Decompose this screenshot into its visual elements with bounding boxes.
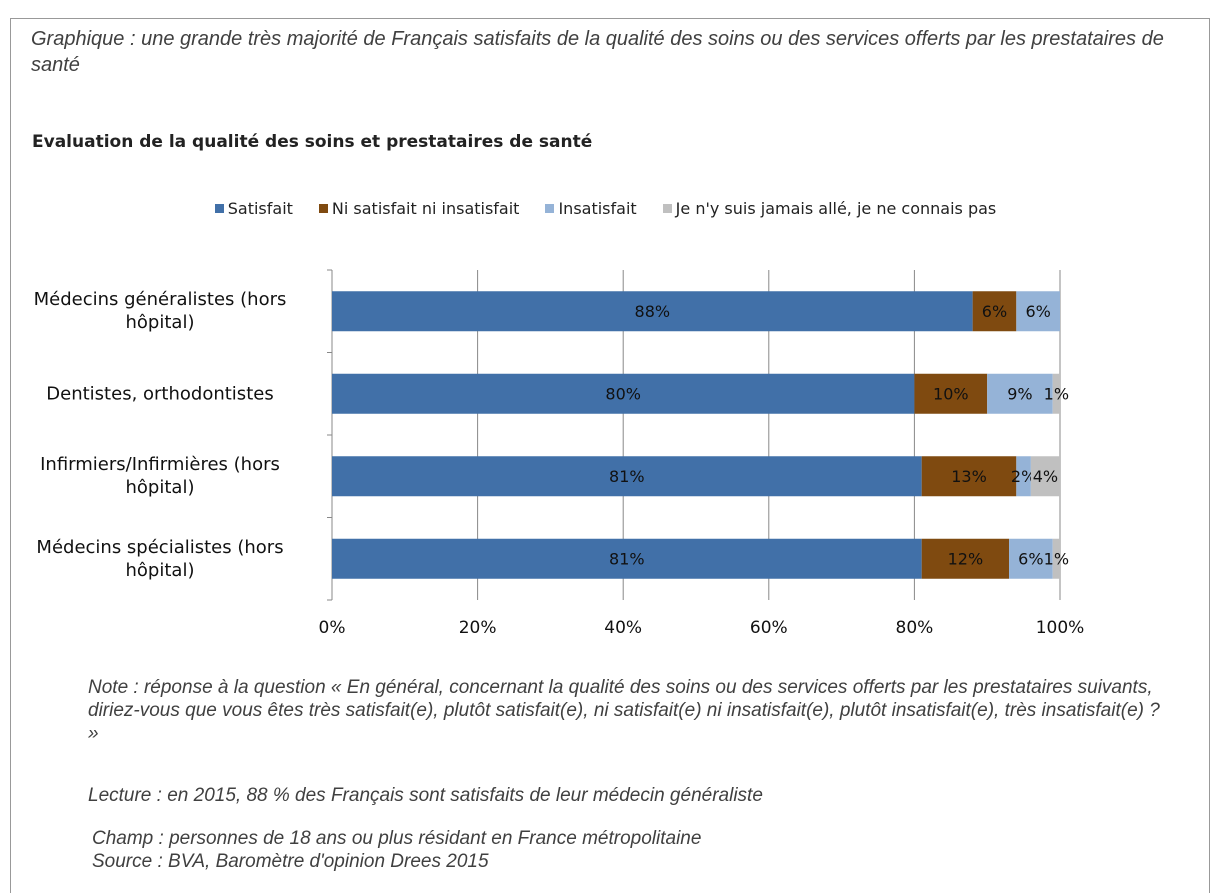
bar-segment [1016,456,1031,497]
bar-segment [332,538,922,579]
legend-swatch [662,204,672,213]
bar-segment [1030,456,1060,497]
legend-item: Insatisfait [545,199,637,218]
note: Source : BVA, Baromètre d'opinion Drees … [92,851,489,872]
bar-segment [1009,538,1053,579]
legend-label: Ni satisfait ni insatisfait [331,199,520,218]
bar-segment [1052,373,1060,414]
x-tick-label: 100% [1036,618,1085,638]
legend-label: Insatisfait [558,199,637,218]
data-label: 6% [982,302,1007,321]
data-label: 10% [933,384,969,403]
data-label: 6% [1025,302,1050,321]
data-label: 2% [1011,467,1036,486]
legend: Satisfait Ni satisfait ni insatisfait Insa… [0,199,1211,218]
data-label: 81% [609,467,645,486]
bar-segment [1052,538,1060,579]
x-tick-label: 0% [319,618,346,638]
bar-segment [921,538,1010,579]
x-tick-label: 40% [604,618,642,638]
data-label: 88% [635,302,671,321]
legend-swatch [545,204,555,213]
data-label: 4% [1033,467,1058,486]
legend-item: Ni satisfait ni insatisfait [318,199,520,218]
note: Note : réponse à la question « En généra… [88,677,1160,744]
bar-segment [332,373,915,414]
data-label: 6% [1018,549,1043,568]
note: Lecture : en 2015, 88 % des Français son… [88,785,763,806]
legend-label: Satisfait [227,199,293,218]
legend-swatch [318,204,328,213]
legend-item: Je n'y suis jamais allé, je ne connais p… [662,199,997,218]
x-tick-label: 60% [750,618,788,638]
bar-segment [1016,291,1060,332]
category-label: Médecins généralistes (hors hôpital) [33,289,287,334]
data-label: 9% [1007,384,1032,403]
legend-item: Satisfait [214,199,293,218]
header-title: Graphique : une grande très majorité de … [31,28,1164,76]
legend-label: Je n'y suis jamais allé, je ne connais p… [675,199,997,218]
data-label: 1% [1044,384,1069,403]
frame [10,18,1210,893]
x-tick-label: 20% [459,618,497,638]
legend-swatch [214,204,224,213]
data-label: 13% [951,467,987,486]
data-label: 1% [1044,549,1069,568]
bar-segment [332,456,922,497]
category-label: Médecins spécialistes (hors hôpital) [36,536,284,581]
data-label: 12% [948,549,984,568]
bar-segment [921,456,1017,497]
x-tick-label: 80% [896,618,934,638]
bar-segment [972,291,1017,332]
data-label: 81% [609,549,645,568]
data-label: 80% [605,384,641,403]
bar-segment [332,291,973,332]
bar-segment [914,373,988,414]
chart-title: Evaluation de la qualité des soins et pr… [32,132,593,152]
bar-segment [987,373,1053,414]
category-label: Infirmiers/Infirmières (hors hôpital) [40,454,280,499]
category-label: Dentistes, orthodontistes [46,383,274,405]
note: Champ : personnes de 18 ans ou plus rési… [92,828,702,849]
